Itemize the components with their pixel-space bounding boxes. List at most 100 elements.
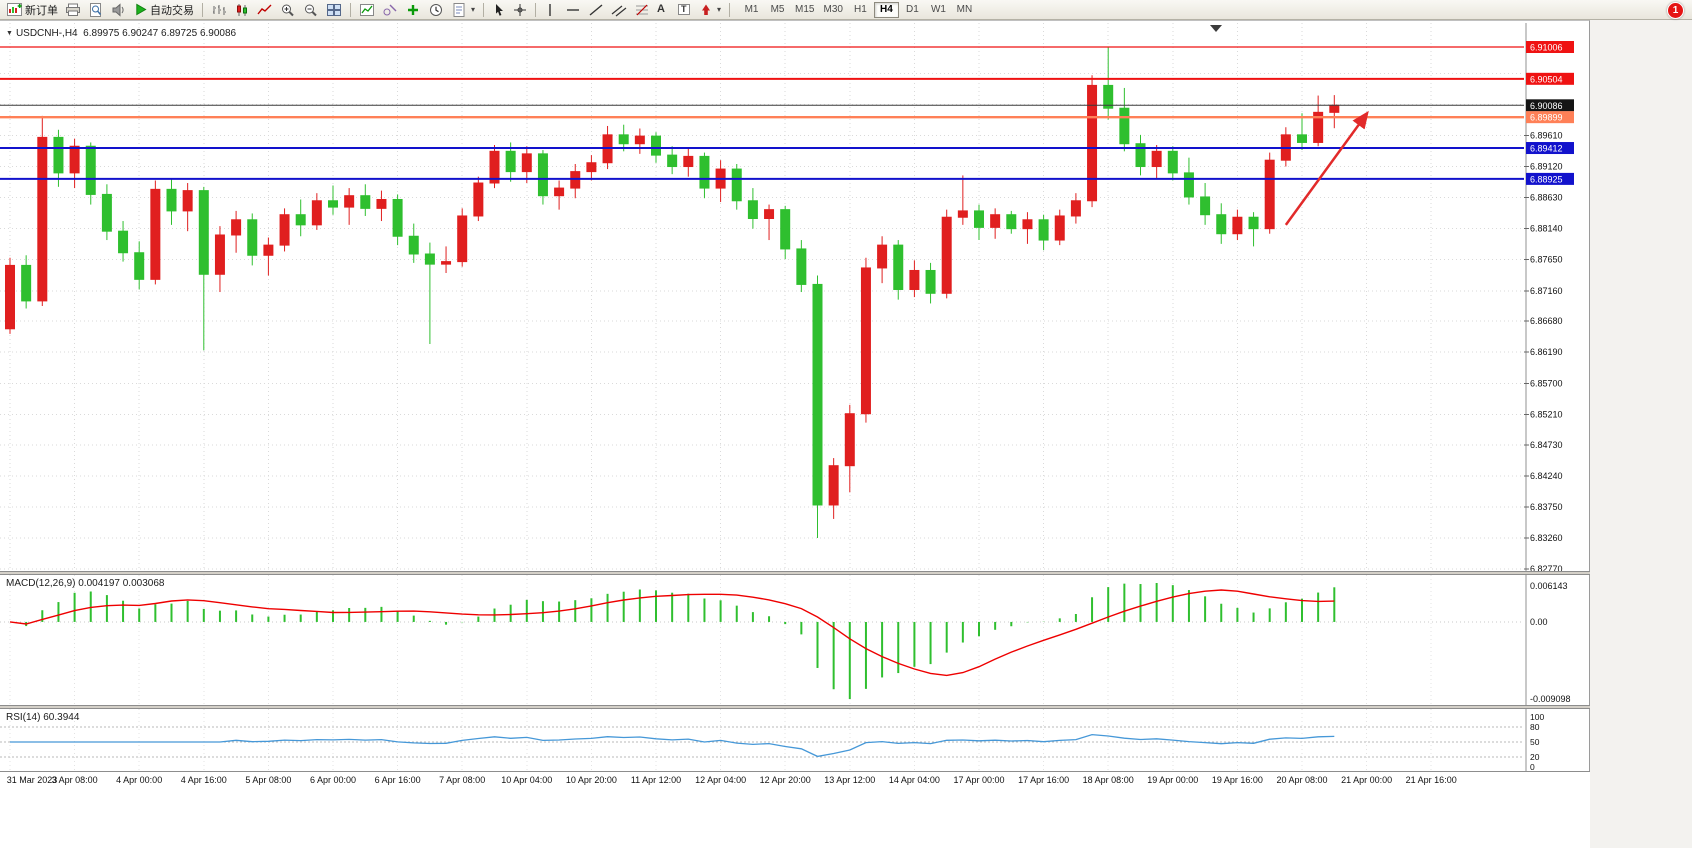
objects-icon (383, 4, 397, 15)
axis-label: 6.89899 (1530, 113, 1563, 123)
axis-label: 50 (1530, 737, 1540, 747)
label-tool-button[interactable]: T (675, 1, 695, 19)
timeframe-M30-button[interactable]: M30 (819, 2, 846, 18)
time-label: 21 Apr 00:00 (1341, 775, 1393, 785)
toolbar: 新订单 自动交易 (0, 0, 1692, 20)
timeframe-D1-button[interactable]: D1 (900, 2, 925, 18)
zoom-in-button[interactable] (277, 1, 299, 19)
trendline-icon (589, 3, 603, 16)
time-label: 14 Apr 04:00 (888, 775, 940, 785)
cursor-icon (496, 3, 504, 16)
time-axis[interactable]: 31 Mar 2023 3 Apr 08:00 4 Apr 00:00 4 Apr 1… (0, 771, 1590, 788)
price-axis[interactable]: 6.89610 6.89120 6.88630 6.88140 6.87650 6.871… (1524, 23, 1574, 571)
time-label: 17 Apr 00:00 (953, 775, 1005, 785)
clock-icon (430, 3, 442, 16)
template-button[interactable]: ▾ (448, 1, 478, 19)
axis-label: 6.88140 (1530, 224, 1563, 234)
time-label: 17 Apr 16:00 (1018, 775, 1070, 785)
axis-label: 0.00 (1530, 617, 1548, 627)
axis-label: 6.83260 (1530, 533, 1563, 543)
objects-button[interactable] (379, 1, 401, 19)
candlestick-chart-button[interactable] (231, 1, 253, 19)
axis-label: -0.009098 (1530, 694, 1571, 704)
arrows-tool-button[interactable]: ▾ (696, 1, 724, 19)
indicator-list-button[interactable] (356, 1, 378, 19)
crosshair-icon (514, 3, 527, 16)
chart-ohlc-values: 6.89975 6.90247 6.89725 6.90086 (83, 28, 237, 39)
price-badge-6.89412: 6.89412 (1526, 142, 1574, 155)
tile-windows-icon (327, 3, 341, 16)
axis-label: 6.86190 (1530, 347, 1563, 357)
axis-label: 0 (1530, 762, 1535, 771)
autotrade-button[interactable]: 自动交易 (131, 1, 197, 19)
axis-label: 100 (1530, 712, 1544, 722)
axis-label: 80 (1530, 722, 1540, 732)
print-preview-icon (90, 2, 102, 17)
crosshair-tool-button[interactable] (510, 1, 530, 19)
channel-tool-button[interactable] (608, 1, 630, 19)
trend-arrow[interactable] (1284, 110, 1369, 226)
tile-windows-button[interactable] (323, 1, 345, 19)
timeframe-H4-button[interactable]: H4 (873, 1, 899, 18)
axis-label: 6.90504 (1530, 74, 1563, 84)
candles (5, 47, 1340, 538)
sound-button[interactable] (108, 1, 130, 19)
timeframe-M15-button[interactable]: M15 (791, 2, 818, 18)
pane-divider[interactable] (0, 705, 1590, 709)
fibonacci-tool-button[interactable] (631, 1, 653, 19)
new-order-button[interactable]: 新订单 (4, 1, 61, 19)
vertical-line-icon (549, 3, 551, 16)
toolbar-separator (729, 2, 731, 17)
line-chart-button[interactable] (254, 1, 276, 19)
axis-label: 6.84730 (1530, 440, 1563, 450)
axis-label: 6.85700 (1530, 378, 1563, 388)
timeframe-H1-button[interactable]: H1 (848, 2, 873, 18)
main-chart-pane[interactable]: 6.89610 6.89120 6.88630 6.88140 6.87650 6.871… (0, 23, 1590, 571)
timeframe-W1-button[interactable]: W1 (926, 2, 951, 18)
timeframe-MN-button[interactable]: MN (952, 2, 977, 18)
axis-label: 6.85210 (1530, 409, 1563, 419)
text-tool-icon: A (657, 3, 665, 15)
text-tool-button[interactable]: A (654, 1, 674, 19)
bar-chart-icon (213, 4, 226, 15)
timeframe-M5-button[interactable]: M5 (765, 2, 790, 18)
time-label: 11 Apr 12:00 (630, 775, 682, 785)
add-indicator-button[interactable] (402, 1, 424, 19)
chart-window: 6.89610 6.89120 6.88630 6.88140 6.87650 6.871… (0, 20, 1590, 788)
period-button[interactable] (425, 1, 447, 19)
axis-label: 6.90086 (1530, 101, 1563, 111)
zoom-out-button[interactable] (300, 1, 322, 19)
time-label: 10 Apr 20:00 (565, 775, 617, 785)
zoom-in-icon (282, 4, 294, 16)
horizontal-line-tool-button[interactable] (562, 1, 584, 19)
axis-label: 6.82770 (1530, 564, 1563, 571)
notification-badge[interactable]: 1 (1667, 2, 1684, 19)
arrow-shape-icon (702, 4, 711, 15)
timeframe-M1-button[interactable]: M1 (739, 2, 764, 18)
vertical-line-tool-button[interactable] (541, 1, 561, 19)
macd-pane[interactable]: 0.006143 0.00 -0.009098 (0, 575, 1590, 705)
trendline-tool-button[interactable] (585, 1, 607, 19)
axis-label: 0.006143 (1530, 581, 1568, 591)
horizontal-line-icon (567, 8, 580, 11)
zoom-out-icon (305, 4, 317, 16)
cursor-tool-button[interactable] (489, 1, 509, 19)
speaker-icon (112, 2, 124, 17)
price-badge-6.89899: 6.89899 (1526, 111, 1574, 124)
pane-divider[interactable] (0, 571, 1590, 575)
time-label: 6 Apr 00:00 (309, 775, 357, 785)
chart-shift-marker[interactable] (1210, 25, 1222, 32)
collapse-triangle-icon[interactable]: ▼ (6, 30, 13, 37)
time-label: 3 Apr 08:00 (51, 775, 98, 785)
axis-label: 6.86680 (1530, 316, 1563, 326)
macd-axis[interactable]: 0.006143 0.00 -0.009098 (1525, 575, 1571, 705)
chart-title: ▼ USDCNH-,H4 6.89975 6.90247 6.89725 6.90… (6, 28, 236, 39)
template-icon (453, 2, 465, 17)
axis-label: 20 (1530, 752, 1540, 762)
print-preview-button[interactable] (85, 1, 107, 19)
bar-chart-button[interactable] (208, 1, 230, 19)
print-button[interactable] (62, 1, 84, 19)
channel-icon (611, 5, 627, 16)
